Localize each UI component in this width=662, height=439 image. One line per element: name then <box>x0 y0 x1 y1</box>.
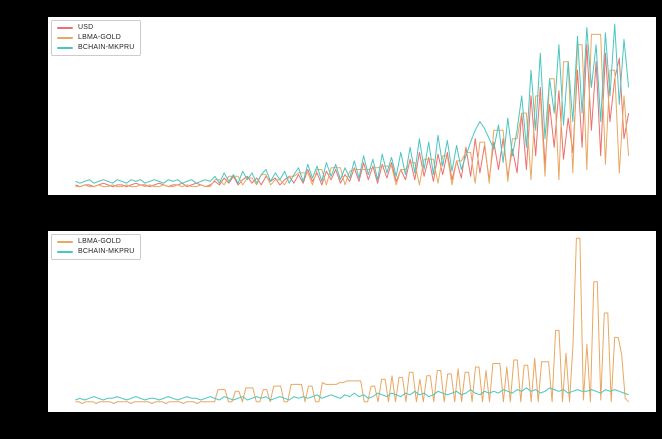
legend-label-lbma-gold: LBMA-GOLD <box>78 238 122 245</box>
bchain-mkpru-line-swatch-icon <box>57 47 73 49</box>
top-chart-canvas <box>75 23 630 188</box>
legend-entry-lbma-gold: LBMA-GOLD <box>57 238 134 246</box>
bottom-chart-canvas <box>75 237 629 404</box>
lbma-gold-line-swatch-icon <box>57 241 73 243</box>
top-chart-legend: USD LBMA-GOLD BCHAIN-MKPRU <box>51 20 142 56</box>
top-chart-axes: USD LBMA-GOLD BCHAIN-MKPRU <box>48 17 656 195</box>
usd-line-swatch-icon <box>57 27 73 29</box>
legend-entry-bchain-mkpru: BCHAIN-MKPRU <box>57 248 134 256</box>
legend-label-usd: USD <box>78 24 94 31</box>
legend-entry-usd: USD <box>57 24 134 32</box>
bottom-chart-legend: LBMA-GOLD BCHAIN-MKPRU <box>51 234 142 260</box>
legend-entry-lbma-gold: LBMA-GOLD <box>57 34 134 42</box>
legend-entry-bchain-mkpru: BCHAIN-MKPRU <box>57 44 134 52</box>
lbma-gold-line-swatch-icon <box>57 37 73 39</box>
legend-label-bchain-mkpru: BCHAIN-MKPRU <box>78 44 135 51</box>
bchain-mkpru-line-swatch-icon <box>57 251 73 253</box>
bottom-chart-axes: LBMA-GOLD BCHAIN-MKPRU <box>48 231 656 412</box>
legend-label-lbma-gold: LBMA-GOLD <box>78 34 122 41</box>
legend-label-bchain-mkpru: BCHAIN-MKPRU <box>78 248 135 255</box>
